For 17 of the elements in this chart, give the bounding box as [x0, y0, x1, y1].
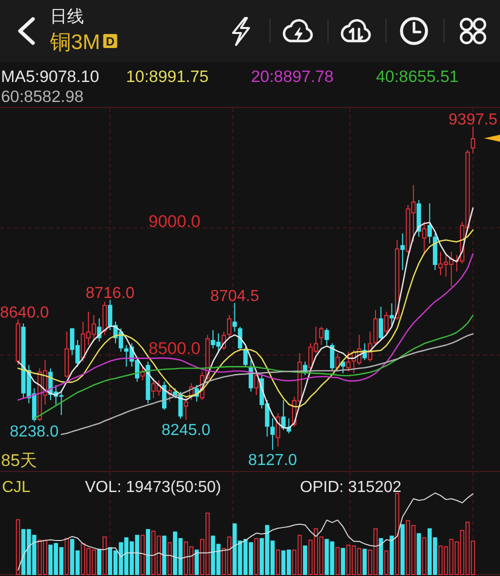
- annotation: 8127.0: [248, 452, 298, 469]
- tick-label: 9000.0: [148, 212, 200, 231]
- chart-subtitle: 铜3M: [49, 31, 100, 54]
- annotation: 8716.0: [86, 285, 135, 302]
- annotation: 85天: [1, 451, 37, 470]
- annotation: OPID: 315202: [300, 479, 402, 496]
- chart-title: CJL: [2, 479, 30, 496]
- chart-title: 日线: [50, 7, 84, 26]
- legend: MA5:9078.10 10:8991.75 20:8897.78 40:8655.51 60:8582.98: [1, 68, 459, 106]
- tick-label: 8500.0: [148, 339, 200, 358]
- annotation: VOL: 19473(50:50): [85, 479, 222, 496]
- annotation: 9397.5: [448, 112, 498, 129]
- annotation: 8704.5: [210, 288, 260, 305]
- annotation: D: [103, 34, 118, 48]
- annotation: 8245.0: [161, 422, 210, 439]
- annotation: 8238.0: [10, 424, 59, 441]
- annotation: 8640.0: [0, 304, 49, 322]
